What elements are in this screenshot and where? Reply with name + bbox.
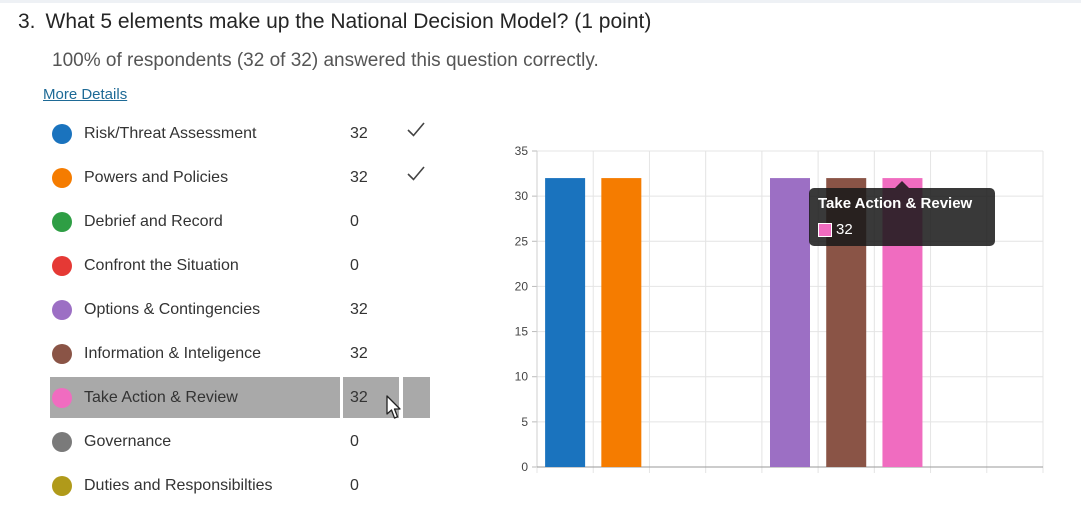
option-color-dot-icon <box>52 168 72 188</box>
chart-bar <box>770 178 810 468</box>
y-tick-label: 30 <box>515 189 529 203</box>
top-divider <box>0 0 1081 3</box>
y-tick-label: 10 <box>515 370 529 384</box>
answer-option-row[interactable]: Debrief and Record 0 <box>0 202 440 242</box>
tooltip-value: 32 <box>836 221 853 238</box>
y-tick-label: 20 <box>515 279 529 293</box>
answer-option-row[interactable]: Duties and Responsibilties 0 <box>0 466 440 506</box>
tooltip-arrow <box>895 181 909 188</box>
question-summary: 100% of respondents (32 of 32) answered … <box>52 50 599 71</box>
row-highlight-check <box>403 377 430 418</box>
option-count: 32 <box>350 301 368 318</box>
option-label: Information & Inteligence <box>84 345 261 362</box>
question-number: 3. <box>18 10 36 33</box>
chart-bar <box>601 178 642 468</box>
chart-tooltip: Take Action & Review 32 <box>809 181 995 246</box>
option-count: 0 <box>350 213 359 230</box>
y-tick-label: 25 <box>515 234 529 248</box>
answer-option-row[interactable]: Options & Contingencies 32 <box>0 290 440 330</box>
option-color-dot-icon <box>52 432 72 452</box>
option-count: 32 <box>350 345 368 362</box>
option-label: Debrief and Record <box>84 213 223 230</box>
option-color-dot-icon <box>52 300 72 320</box>
y-tick-label: 15 <box>515 325 529 339</box>
answer-option-row[interactable]: Take Action & Review 32 <box>0 378 440 418</box>
option-count: 32 <box>350 389 368 406</box>
option-color-dot-icon <box>52 344 72 364</box>
option-count: 0 <box>350 433 359 450</box>
y-tick-label: 35 <box>515 144 529 158</box>
y-tick-label: 5 <box>521 415 528 429</box>
y-tick-label: 0 <box>521 460 528 474</box>
option-color-dot-icon <box>52 388 72 408</box>
option-color-dot-icon <box>52 212 72 232</box>
option-color-dot-icon <box>52 476 72 496</box>
question-text: What 5 elements make up the National Dec… <box>45 10 652 33</box>
mouse-cursor-icon <box>386 395 401 419</box>
option-color-dot-icon <box>52 256 72 276</box>
option-label: Confront the Situation <box>84 257 239 274</box>
option-label: Take Action & Review <box>84 389 238 406</box>
correct-checkmark-icon <box>407 166 425 181</box>
correct-checkmark-icon <box>407 122 425 137</box>
chart-bar <box>545 178 586 468</box>
question-title: 3. What 5 elements make up the National D… <box>18 10 651 34</box>
more-details-link[interactable]: More Details <box>43 86 128 103</box>
answer-option-row[interactable]: Governance 0 <box>0 422 440 462</box>
tooltip-color-swatch <box>818 223 832 237</box>
answer-option-row[interactable]: Confront the Situation 0 <box>0 246 440 286</box>
tooltip-title: Take Action & Review <box>818 195 973 212</box>
option-label: Options & Contingencies <box>84 301 261 318</box>
option-count: 0 <box>350 477 359 494</box>
answer-option-row[interactable]: Powers and Policies 32 <box>0 158 440 198</box>
option-label: Duties and Responsibilties <box>84 477 273 494</box>
option-label: Powers and Policies <box>84 169 229 186</box>
answer-option-row[interactable]: Information & Inteligence 32 <box>0 334 440 374</box>
option-label: Governance <box>84 433 172 450</box>
option-color-dot-icon <box>52 124 72 144</box>
option-count: 32 <box>350 125 368 142</box>
option-count: 32 <box>350 169 368 186</box>
option-count: 0 <box>350 257 359 274</box>
option-label: Risk/Threat Assessment <box>84 125 257 142</box>
row-highlight-label <box>50 377 340 418</box>
answer-option-row[interactable]: Risk/Threat Assessment 32 <box>0 114 440 154</box>
